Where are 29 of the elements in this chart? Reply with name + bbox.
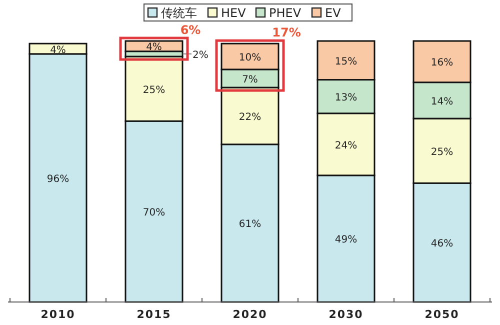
data-label: 4%	[146, 42, 162, 54]
data-label: 61%	[238, 219, 262, 230]
data-label: 14%	[430, 96, 454, 108]
x-tick-label: 2030	[328, 308, 364, 321]
data-label: 96%	[46, 174, 70, 185]
annotation: 6%	[180, 23, 201, 37]
data-label: 22%	[238, 112, 262, 123]
data-label: 7%	[242, 74, 258, 86]
data-label: 25%	[142, 84, 166, 96]
x-tick-label: 2050	[424, 308, 460, 321]
data-label: 10%	[238, 52, 262, 64]
legend-label: HEV	[221, 6, 247, 20]
data-label: 15%	[334, 56, 358, 68]
legend-label: PHEV	[269, 6, 302, 20]
data-label: 25%	[430, 146, 454, 158]
data-label: 49%	[334, 234, 358, 246]
data-label: 2%	[192, 50, 208, 61]
legend-label: EV	[325, 6, 342, 20]
data-label: 4%	[50, 44, 66, 56]
data-label: 46%	[430, 238, 454, 250]
data-label: 70%	[142, 208, 166, 219]
data-label: 13%	[334, 92, 358, 104]
x-tick-label: 2010	[40, 308, 76, 321]
x-tick-label: 2015	[136, 308, 172, 321]
annotation: 17%	[272, 26, 301, 40]
data-label: 16%	[430, 58, 454, 69]
x-tick-label: 2020	[232, 308, 268, 321]
data-label: 24%	[334, 140, 358, 152]
legend-label: 传统车	[161, 6, 197, 20]
